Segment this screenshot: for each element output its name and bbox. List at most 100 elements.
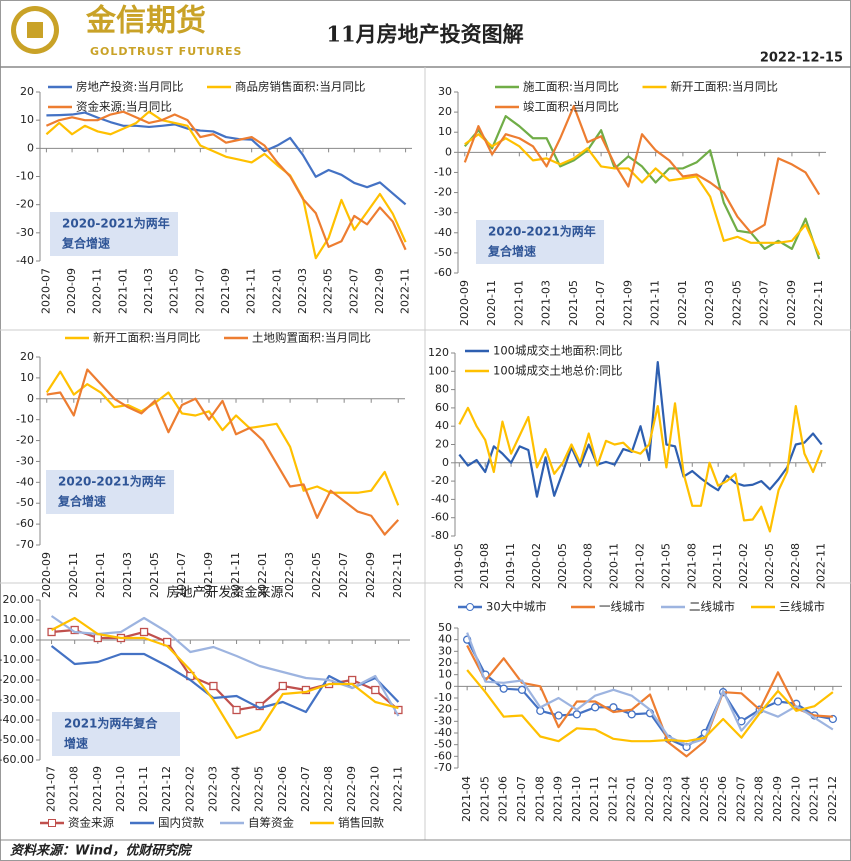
annotation-box [46,470,174,514]
x-tick-label: 2021-05 [148,552,161,598]
x-tick-label: 2022-02 [737,543,750,589]
x-tick-label: 2021-05 [168,268,181,314]
series-line [51,616,399,740]
legend-label: 新开工面积:当月同比 [671,80,778,94]
x-tick-label: 2021-12 [606,776,619,822]
x-tick-label: 2022-07 [337,552,350,598]
marker [773,697,783,706]
x-tick-label: 2021-08 [533,776,546,822]
y-tick-label: 0.00 [10,633,35,646]
x-tick-label: 2021-06 [497,776,510,822]
x-tick-label: 2022-05 [698,776,711,822]
y-tick-label: -30 [434,206,452,219]
series-line [458,402,823,533]
y-tick-label: 80 [435,383,449,396]
logo-en: GOLDTRUST FUTURES [90,45,242,58]
y-tick-label: -30 [16,226,34,239]
x-tick-label: 2020-05 [556,543,569,589]
y-tick-label: -20 [434,186,452,199]
legend-marker [48,819,56,827]
x-tick-label: 2021-09 [552,776,565,822]
legend-label: 二线城市 [689,600,735,614]
y-tick-label: 10 [438,125,452,138]
annotation-box [476,220,604,264]
legend-label: 房地产投资:当月同比 [76,80,183,94]
series-line [50,645,400,714]
x-tick-label: 2019-08 [478,543,491,589]
marker [348,675,357,685]
x-tick-label: 2020-11 [67,552,80,598]
legend-label: 资金来源:当月同比 [76,100,172,114]
logo-text: 金信期货 [85,4,206,39]
x-tick-label: 2020-11 [485,280,498,326]
y-tick-label: -60 [431,511,449,524]
x-tick-label: 2022-01 [256,552,269,598]
y-tick-label: 0 [442,456,449,469]
x-tick-label: 2022-07 [734,776,747,822]
annotation: 复合增速 [487,244,536,259]
y-tick-label: 20.00 [3,593,35,606]
x-tick-label: 2021-11 [588,776,601,822]
annotation: 增速 [64,736,88,751]
x-tick-label: 2022-04 [230,766,243,812]
x-tick-label: 2022-09 [771,776,784,822]
x-tick-label: 2022-01 [625,776,638,822]
date: 2022-12-15 [760,51,843,66]
x-tick-label: 2021-07 [594,280,607,326]
y-tick-label: -30 [434,714,452,727]
y-tick-label: -10 [16,170,34,183]
annotation: 2020-2021为两年 [62,216,170,231]
y-tick-label: 10 [20,113,34,126]
x-tick-label: 2022-09 [345,766,358,812]
y-tick-label: -40.00 [0,713,34,726]
x-tick-label: 2021-09 [91,766,104,812]
x-tick-label: 2022-08 [322,766,335,812]
annotation: 复合增速 [57,494,106,509]
y-tick-label: -20 [434,703,452,716]
x-tick-label: 2022-03 [703,280,716,326]
x-tick-label: 2020-07 [39,268,52,314]
x-tick-label: 2020-09 [458,280,471,326]
x-tick-label: 2022-04 [680,776,693,822]
x-tick-label: 2021-09 [202,552,215,598]
x-tick-label: 2021-11 [137,766,150,812]
marker [139,627,149,637]
x-tick-label: 2022-03 [296,268,309,314]
x-tick-label: 2022-12 [826,776,839,822]
x-tick-label: 2021-05 [659,543,672,589]
series-line [466,632,834,746]
x-tick-label: 2022-05 [763,543,776,589]
y-tick-label: -10 [434,165,452,178]
y-tick-label: -50 [434,246,452,259]
x-tick-label: 2022-01 [676,280,689,326]
x-tick-label: 2022-02 [183,766,196,812]
series-line [45,110,407,260]
x-tick-label: 2020-11 [608,543,621,589]
x-tick-label: 2021-08 [68,766,81,812]
y-tick-label: 100 [428,364,449,377]
logo-icon [11,6,59,54]
marker [499,684,508,693]
x-tick-label: 2021-01 [94,552,107,598]
x-tick-label: 2022-09 [373,268,386,314]
series-line [45,370,400,506]
x-tick-label: 2021-07 [193,268,206,314]
annotation: 2021为两年复合 [64,716,158,731]
legend-label: 100城成交土地总价:同比 [493,364,622,378]
series-line [466,669,834,743]
legend-label: 竣工面积:当月同比 [523,100,619,114]
marker [232,705,241,715]
x-tick-label: 2020-11 [91,268,104,314]
y-tick-label: -10.00 [0,653,34,666]
marker [209,681,218,691]
x-tick-label: 2022-07 [758,280,771,326]
x-tick-label: 2021-10 [570,776,583,822]
series-line [46,111,407,206]
y-tick-label: -50 [434,738,452,751]
y-tick-label: -10 [434,691,452,704]
x-tick-label: 2020-09 [40,552,53,598]
legend-label: 一线城市 [599,600,645,614]
y-tick-label: 40 [438,633,452,646]
x-tick-label: 2021-07 [175,552,188,598]
